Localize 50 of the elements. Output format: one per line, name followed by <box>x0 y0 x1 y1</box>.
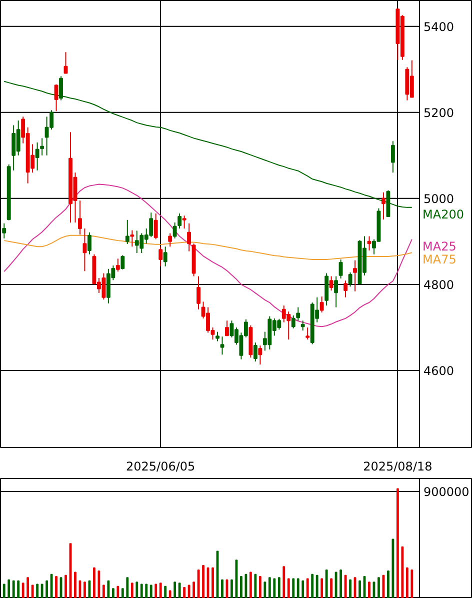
y-tick-label: 900000 <box>424 484 470 499</box>
candlestick <box>116 258 120 272</box>
candlestick <box>178 212 182 230</box>
y-tick-label: 4600 <box>424 364 454 378</box>
candlestick <box>329 276 334 291</box>
candlestick <box>381 192 386 220</box>
candlestick <box>120 254 125 270</box>
candlestick <box>182 215 186 230</box>
x-tick-label: 2025/08/18 <box>363 460 432 474</box>
y-tick-label: 4800 <box>424 278 454 292</box>
candlestick <box>338 258 343 279</box>
candlestick <box>225 320 229 336</box>
y-tick-label: 5000 <box>424 192 454 206</box>
candlestick <box>163 246 168 267</box>
y-tick-label: 5200 <box>424 106 454 120</box>
candlestick <box>87 232 92 255</box>
y-tick-label: 5400 <box>424 20 454 34</box>
candlestick <box>78 200 82 236</box>
candlestick <box>253 342 258 362</box>
candlestick <box>130 230 134 248</box>
candlestick <box>390 140 395 174</box>
line-series <box>4 184 412 328</box>
candlestick <box>220 336 224 356</box>
series-label: MA200 <box>422 207 464 222</box>
candlestick <box>348 272 352 288</box>
candlestick <box>172 222 177 239</box>
candlestick <box>187 222 192 252</box>
candlestick <box>40 138 44 156</box>
candlestick <box>291 314 296 329</box>
candlestick <box>258 345 262 365</box>
candlestick <box>216 331 220 342</box>
candlestick <box>353 260 357 292</box>
candlestick <box>334 276 338 308</box>
candlestick <box>367 236 372 251</box>
candlestick <box>35 142 40 171</box>
series-label: MA75 <box>422 252 456 267</box>
candlestick <box>158 246 163 267</box>
candlestick <box>296 306 300 322</box>
x-tick-label: 2025/06/05 <box>126 460 196 474</box>
candlestick <box>306 326 310 340</box>
candlestick <box>154 212 158 240</box>
candlestick <box>300 320 305 331</box>
candlestick <box>344 280 348 298</box>
candlestick <box>2 222 6 239</box>
series-label: MA25 <box>422 239 456 254</box>
candlestick <box>125 219 130 245</box>
candlestick <box>168 232 172 248</box>
candlestick <box>196 276 200 310</box>
candlestick <box>82 228 87 272</box>
candlestick <box>320 296 324 313</box>
